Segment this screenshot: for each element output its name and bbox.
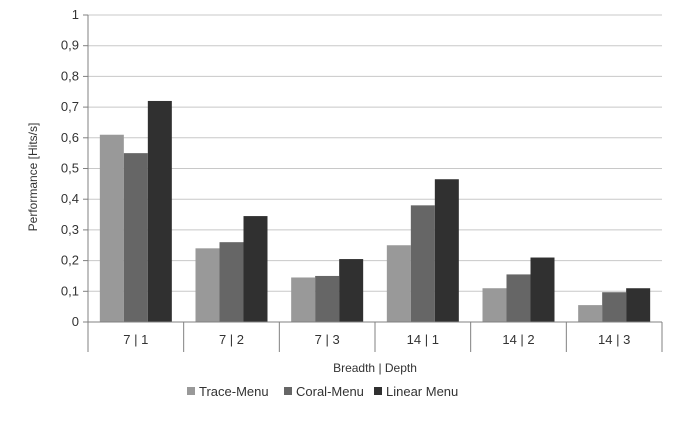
legend-label: Trace-Menu xyxy=(199,384,269,399)
y-tick-label: 0,6 xyxy=(61,130,79,145)
y-tick-label: 0,5 xyxy=(61,161,79,176)
bar xyxy=(339,259,364,322)
x-axis-label: Breadth | Depth xyxy=(333,361,417,375)
bar xyxy=(482,288,507,322)
legend: Trace-Menu Coral-Menu Linear Menu xyxy=(187,384,458,399)
bar xyxy=(147,100,172,323)
x-tick-label: 7 | 1 xyxy=(123,332,148,347)
x-tick-label: 7 | 3 xyxy=(315,332,340,347)
grid xyxy=(88,14,662,292)
bar xyxy=(506,274,531,322)
bar xyxy=(315,275,340,322)
bar xyxy=(219,242,244,322)
legend-label: Linear Menu xyxy=(386,384,458,399)
y-tick-label: 0,4 xyxy=(61,191,79,206)
y-tick-label: 0,1 xyxy=(61,283,79,298)
bar xyxy=(530,257,555,322)
bar xyxy=(386,245,411,322)
legend-swatch xyxy=(187,387,195,395)
bar xyxy=(578,305,603,322)
y-tick-label: 0 xyxy=(72,314,79,329)
y-tick-label: 1 xyxy=(72,7,79,22)
bar xyxy=(123,153,148,322)
y-tick-label: 0,9 xyxy=(61,38,79,53)
y-axis-ticks: 0 0,1 0,2 0,3 0,4 0,5 0,6 0,7 0,8 0,9 1 xyxy=(61,7,88,329)
y-axis-label: Performance [Hits/s] xyxy=(26,123,40,232)
bar xyxy=(602,292,627,322)
y-tick-label: 0,3 xyxy=(61,222,79,237)
bar xyxy=(434,179,459,322)
bar xyxy=(243,216,268,322)
x-tick-label: 14 | 3 xyxy=(598,332,630,347)
legend-label: Coral-Menu xyxy=(296,384,364,399)
x-tick-label: 7 | 2 xyxy=(219,332,244,347)
legend-swatch xyxy=(374,387,382,395)
bar xyxy=(195,248,220,322)
x-tick-label: 14 | 2 xyxy=(502,332,534,347)
y-tick-label: 0,7 xyxy=(61,99,79,114)
x-axis-ticks: 7 | 1 7 | 2 7 | 3 14 | 1 14 | 2 14 | 3 xyxy=(87,322,663,352)
bar xyxy=(291,277,316,322)
bar xyxy=(99,134,124,322)
y-tick-label: 0,2 xyxy=(61,253,79,268)
x-tick-label: 14 | 1 xyxy=(407,332,439,347)
legend-swatch xyxy=(284,387,292,395)
bar xyxy=(626,288,651,322)
y-tick-label: 0,8 xyxy=(61,68,79,83)
bar xyxy=(410,205,435,322)
bars xyxy=(99,100,651,323)
